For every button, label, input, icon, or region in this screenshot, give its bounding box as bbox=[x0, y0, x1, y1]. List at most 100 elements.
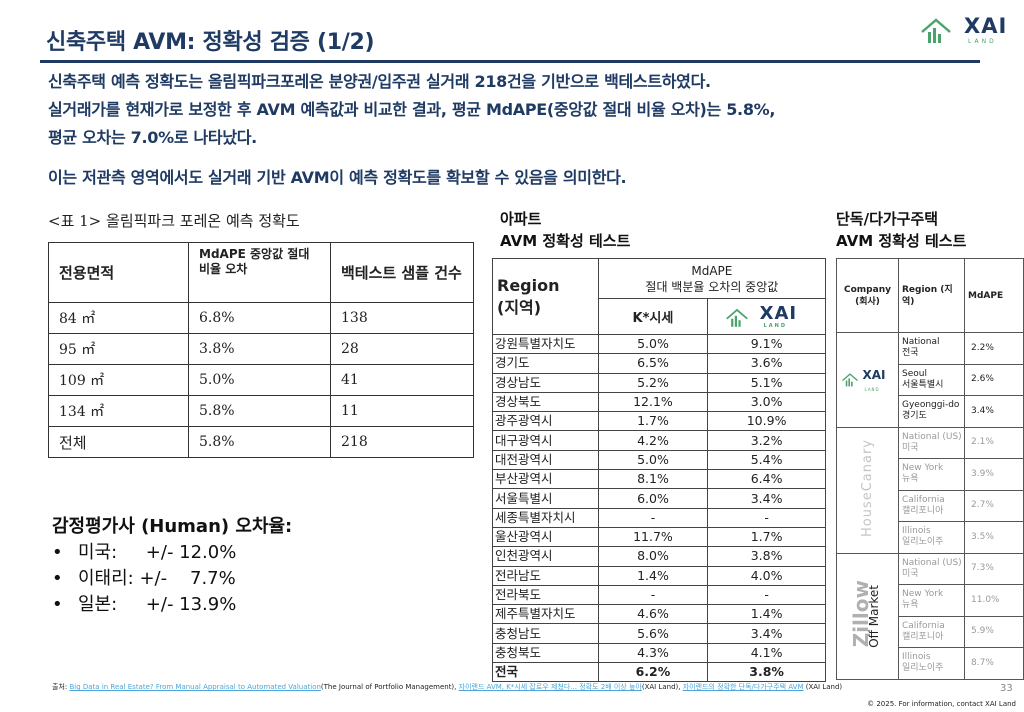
xai-mdape-cell: 3.4% bbox=[707, 488, 826, 509]
area-cell: 134 ㎡ bbox=[48, 395, 189, 427]
region-en: California bbox=[902, 620, 945, 631]
table-header-row: Company (회사) Region (지역) MdAPE bbox=[836, 258, 1024, 333]
house-bars-icon bbox=[921, 18, 951, 43]
off-market-label: Off Market bbox=[866, 584, 881, 648]
xai-mdape-cell: 1.4% bbox=[707, 604, 826, 625]
xai-mdape-cell: 9.1% bbox=[707, 333, 826, 355]
company-cell: ZillowOff Market bbox=[836, 552, 899, 680]
table-header-row: Region (지역) MdAPE 절대 백분율 오차의 중앙값 bbox=[492, 258, 827, 335]
detached-heading-line: 단독/다가구주택 bbox=[836, 210, 939, 228]
region-cell: 부산광역시 bbox=[492, 469, 599, 490]
apartment-rows: 강원특별자치도 5.0% 9.1% 경기도 6.5% 3.6% 경상남도 5.2% 5.1% 경상… bbox=[492, 333, 826, 683]
source-citation: 출처: Big Data in Real Estate? From Manual… bbox=[52, 683, 1000, 692]
region-en: National (US) bbox=[902, 431, 962, 442]
detached-rows: XAI LAND National 전국 2.2% Seoul 서울특별시 2.6% Gyeon… bbox=[836, 332, 1024, 680]
count-cell: 28 bbox=[330, 333, 474, 365]
mdape-cell: 3.8% bbox=[188, 333, 331, 365]
logo-subtext: LAND bbox=[968, 38, 997, 45]
logo-subtext: LAND bbox=[763, 322, 787, 329]
col-header-xai: XAI LAND bbox=[707, 298, 826, 335]
table-row: California 캘리포니아 5.9% bbox=[837, 615, 1024, 648]
source-text: (XAI Land) bbox=[803, 683, 843, 691]
xai-mdape-cell: 3.2% bbox=[707, 430, 826, 451]
mdape-cell: 2.1% bbox=[964, 426, 1024, 459]
k-sise-mdape-cell: 4.2% bbox=[597, 430, 709, 451]
mdape-cell: 11.0% bbox=[964, 584, 1024, 617]
mdape-cell: 3.4% bbox=[964, 395, 1024, 428]
mdape-cell: 6.8% bbox=[188, 302, 331, 334]
k-sise-mdape-cell: 6.0% bbox=[597, 488, 709, 509]
region-cell: 세종특별자치시 bbox=[492, 507, 599, 528]
k-sise-mdape-cell: 8.1% bbox=[597, 469, 709, 490]
table-row: 109 ㎡ 5.0% 41 bbox=[48, 364, 474, 396]
logo-subtext: LAND bbox=[864, 386, 880, 392]
col-header-k-sise: K*시세 bbox=[597, 298, 709, 335]
k-sise-mdape-cell: 5.0% bbox=[597, 449, 709, 471]
intro-line: 실거래가를 현재가로 보정한 후 AVM 예측값과 비교한 결과, 평균 MdA… bbox=[48, 100, 776, 119]
mdape-subheader: 절대 백분율 오차의 중앙값 bbox=[645, 279, 779, 294]
table-row: 전라북도 - - bbox=[492, 584, 826, 606]
xai-mdape-cell: 6.4% bbox=[707, 469, 826, 490]
k-sise-mdape-cell: - bbox=[597, 507, 709, 528]
table-row: 부산광역시 8.1% 6.4% bbox=[492, 469, 826, 490]
detached-heading-line: AVM 정확성 테스트 bbox=[836, 232, 967, 250]
table-row: 134 ㎡ 5.8% 11 bbox=[48, 395, 474, 427]
xai-mdape-cell: 3.8% bbox=[707, 546, 826, 567]
region-en: New York bbox=[902, 463, 944, 474]
col-header-company: Company (회사) bbox=[836, 258, 899, 333]
mdape-cell: 3.5% bbox=[964, 521, 1024, 554]
col-header-mdape: MdAPE bbox=[964, 258, 1024, 333]
xai-mdape-cell: - bbox=[707, 507, 826, 528]
region-cell: New York 뉴욕 bbox=[898, 584, 965, 617]
mdape-cell: 7.3% bbox=[964, 552, 1024, 585]
k-sise-mdape-cell: 6.2% bbox=[597, 662, 709, 683]
source-link-xai-detached[interactable]: 자이랜드의 정확한 단독/다가구주택 AVM bbox=[682, 683, 804, 691]
mdape-cell: 5.0% bbox=[188, 364, 331, 396]
table-row: 대전광역시 5.0% 5.4% bbox=[492, 449, 826, 471]
human-error-list: 미국: +/- 12.0% 이태리: +/- 7.7% 일본: +/- 13.9… bbox=[52, 540, 236, 618]
xai-mdape-cell: - bbox=[707, 584, 826, 606]
region-ko: 미국 bbox=[902, 442, 919, 453]
source-text: (The Journal of Portfolio Management), bbox=[320, 683, 459, 691]
xai-mdape-cell: 5.1% bbox=[707, 372, 826, 393]
mdape-cell: 5.8% bbox=[188, 426, 331, 458]
table-row-total: 전체 5.8% 218 bbox=[48, 426, 474, 458]
region-ko: 뉴욕 bbox=[902, 474, 919, 485]
region-cell: 경기도 bbox=[492, 353, 599, 374]
region-en: Illinois bbox=[902, 652, 931, 663]
count-cell: 11 bbox=[330, 395, 474, 427]
k-sise-mdape-cell: 8.0% bbox=[597, 546, 709, 567]
region-en: California bbox=[902, 494, 945, 505]
mdape-cell: 3.9% bbox=[964, 458, 1024, 491]
house-bars-icon bbox=[725, 308, 748, 327]
xai-mdape-cell: 4.0% bbox=[707, 565, 826, 586]
region-cell: Seoul 서울특별시 bbox=[898, 363, 965, 396]
detached-heading: 단독/다가구주택 AVM 정확성 테스트 bbox=[836, 208, 966, 252]
xai-mdape-cell: 5.4% bbox=[707, 449, 826, 471]
mdape-cell: 2.2% bbox=[964, 332, 1024, 365]
region-cell: 경상북도 bbox=[492, 391, 599, 413]
detached-avm-table: Company (회사) Region (지역) MdAPE XAI LAND Na… bbox=[836, 258, 1024, 680]
xai-land-logo: XAI LAND bbox=[839, 368, 897, 392]
count-cell: 41 bbox=[330, 364, 474, 396]
list-item: 미국: +/- 12.0% bbox=[52, 540, 236, 566]
table-row: 84 ㎡ 6.8% 138 bbox=[48, 302, 474, 334]
k-sise-mdape-cell: 5.2% bbox=[597, 372, 709, 393]
apartment-heading-line: 아파트 bbox=[500, 210, 542, 228]
region-cell: National (US) 미국 bbox=[898, 552, 965, 585]
mdape-cell: 5.8% bbox=[188, 395, 331, 427]
region-cell: 대전광역시 bbox=[492, 449, 599, 471]
table-row: 강원특별자치도 5.0% 9.1% bbox=[492, 333, 826, 355]
table-row: 95 ㎡ 3.8% 28 bbox=[48, 333, 474, 365]
table-row: Illinois 일리노이주 8.7% bbox=[837, 647, 1024, 680]
table-row: 서울특별시 6.0% 3.4% bbox=[492, 488, 826, 509]
source-label: 출처: bbox=[52, 683, 70, 691]
col-header-area: 전용면적 bbox=[48, 242, 189, 303]
table-row: 경기도 6.5% 3.6% bbox=[492, 353, 826, 374]
region-cell: 충청북도 bbox=[492, 642, 599, 664]
table1-caption: <표 1> 올림픽파크 포레온 예측 정확도 bbox=[48, 212, 300, 230]
source-link-xai-news[interactable]: 자이랜드 AVM, K*시세 잡로우 제쳤다... 정확도 2배 이상 높아 bbox=[458, 683, 642, 691]
source-link-jpm[interactable]: Big Data in Real Estate? From Manual App… bbox=[69, 683, 321, 691]
table-row: 경상남도 5.2% 5.1% bbox=[492, 372, 826, 393]
logo-wordmark: XAI bbox=[964, 14, 1008, 38]
